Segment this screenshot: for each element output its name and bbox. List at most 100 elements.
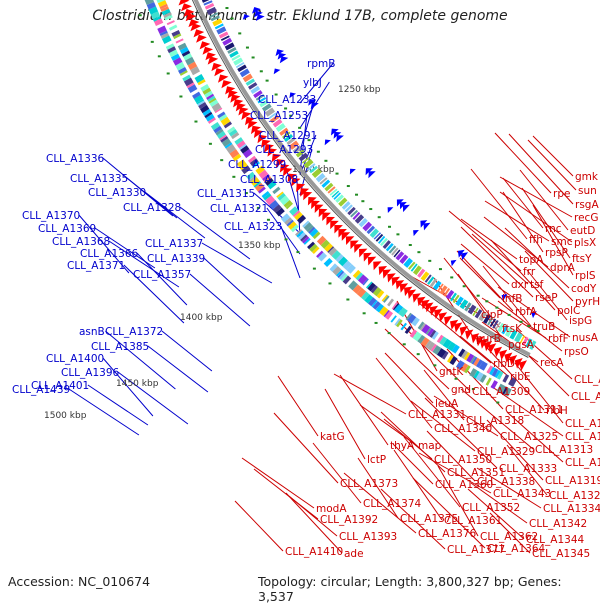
- leader-line: [460, 226, 534, 298]
- feature-segment: [311, 168, 322, 179]
- feature-segment: [489, 318, 497, 327]
- gene-label-forward: CLL_A1392: [320, 514, 378, 526]
- feature-segment: [213, 125, 223, 134]
- feature-segment: [509, 329, 518, 340]
- forward-cds-arrow: [454, 322, 463, 333]
- feature-segment: [466, 353, 475, 363]
- feature-segment: [364, 294, 374, 304]
- feature-segment: [194, 74, 205, 84]
- gc-mark: [225, 7, 229, 10]
- leader-line: [470, 168, 528, 240]
- feature-segment: [340, 273, 348, 282]
- forward-cds-arrow: [465, 329, 474, 340]
- reverse-cds-arrow: [457, 249, 465, 258]
- feature-segment: [317, 252, 328, 262]
- feature-segment: [420, 337, 430, 347]
- feature-segment: [171, 30, 181, 37]
- feature-segment: [206, 6, 217, 16]
- feature-segment: [165, 43, 175, 50]
- feature-segment: [464, 302, 472, 312]
- feature-segment: [262, 174, 270, 181]
- feature-segment: [148, 6, 159, 15]
- feature-segment: [338, 272, 347, 280]
- forward-cds-arrow: [225, 86, 236, 95]
- reverse-cds-arrow: [331, 128, 339, 136]
- feature-segment: [292, 210, 301, 218]
- feature-segment: [265, 195, 276, 206]
- gene-label-forward: dxr: [511, 279, 529, 291]
- forward-cds-arrow: [438, 312, 448, 322]
- leader-line: [471, 233, 529, 285]
- feature-segment: [198, 101, 207, 110]
- feature-segment: [254, 182, 265, 192]
- gc-mark: [402, 343, 406, 346]
- gene-label-forward: CLL_A1334: [543, 503, 600, 515]
- feature-segment: [474, 309, 483, 319]
- leader-line: [343, 472, 417, 534]
- feature-segment: [451, 344, 460, 354]
- feature-segment: [472, 307, 479, 317]
- leader-line: [288, 495, 338, 537]
- feature-segment: [309, 228, 319, 237]
- feature-segment: [382, 295, 390, 303]
- forward-cds-arrow: [338, 229, 347, 238]
- forward-cds-arrow: [391, 276, 400, 287]
- leader-line: [68, 388, 140, 436]
- gene-labels: rpmB ylbJ CLL_A1233 CLL_A1253 CLL_A1291 CLL_A…: [12, 58, 600, 560]
- feature-segment: [489, 366, 496, 376]
- feature-segment: [209, 99, 219, 107]
- reverse-cds-arrow: [336, 135, 344, 142]
- feature-segment: [205, 113, 215, 122]
- forward-cds-arrow: [183, 8, 195, 17]
- feature-segment: [277, 192, 286, 201]
- kbp-tick-label: 1500 kbp: [44, 411, 87, 421]
- feature-segment: [272, 186, 281, 195]
- feature-segment: [417, 268, 426, 278]
- forward-cds-arrow: [373, 261, 382, 271]
- gene-label-reverse: CLL_A1368: [52, 236, 110, 248]
- gc-mark: [238, 32, 242, 35]
- forward-cds-arrow: [471, 333, 480, 344]
- feature-segment: [179, 70, 188, 76]
- forward-cds-arrow: [314, 204, 324, 213]
- feature-segment: [252, 161, 260, 168]
- feature-segment: [519, 335, 526, 344]
- gene-label-forward: pgsA: [508, 339, 535, 351]
- feature-segment: [455, 360, 465, 370]
- feature-segment: [497, 322, 505, 333]
- gc-mark: [251, 56, 255, 59]
- reverse-cds-arrow: [423, 222, 431, 231]
- leader-line: [384, 328, 450, 390]
- gc-mark: [361, 200, 365, 203]
- feature-segment: [342, 275, 352, 285]
- gene-label-forward: plsX: [574, 237, 596, 249]
- feature-segment: [432, 280, 442, 291]
- feature-segment: [161, 8, 171, 16]
- feature-segment: [405, 312, 412, 321]
- feature-segment: [529, 340, 537, 350]
- gene-label-reverse: CLL_A1385: [91, 341, 149, 353]
- feature-segment: [157, 0, 167, 8]
- leader-line: [527, 139, 577, 191]
- feature-segment: [167, 46, 177, 54]
- gene-label-forward: CLL_A1333: [499, 463, 557, 475]
- feature-segment: [250, 85, 261, 95]
- feature-segment: [239, 68, 250, 78]
- forward-cds-arrow: [459, 326, 468, 337]
- leader-line: [393, 449, 443, 521]
- gene-label-forward: katG: [320, 431, 345, 443]
- feature-segment: [275, 123, 286, 133]
- feature-segment: [249, 158, 259, 167]
- feature-segment: [303, 158, 314, 169]
- leader-line: [375, 357, 433, 429]
- feature-segment: [200, 104, 210, 114]
- reverse-cds-arrow: [333, 131, 342, 139]
- feature-segment: [348, 280, 358, 291]
- gc-mark: [388, 225, 392, 228]
- feature-segment: [172, 57, 183, 66]
- feature-segment: [150, 11, 161, 20]
- gene-label-reverse: CLL_A1396: [61, 367, 120, 379]
- feature-segment: [319, 177, 328, 185]
- feature-segment: [218, 113, 228, 122]
